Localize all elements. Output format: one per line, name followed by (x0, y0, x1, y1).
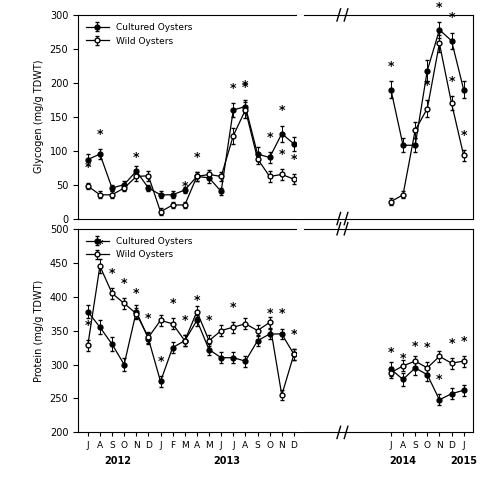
Text: *: * (436, 0, 443, 13)
Y-axis label: Protein (mg/g TDWT): Protein (mg/g TDWT) (34, 279, 44, 382)
Text: 2015: 2015 (450, 456, 477, 466)
Text: *: * (194, 294, 200, 307)
Text: *: * (279, 104, 285, 117)
Text: *: * (194, 151, 200, 164)
Text: 2012: 2012 (104, 456, 132, 466)
Text: *: * (460, 129, 467, 142)
Text: *: * (448, 75, 455, 88)
Text: *: * (157, 355, 164, 368)
Text: *: * (230, 301, 237, 314)
Text: *: * (97, 238, 103, 251)
Text: *: * (424, 80, 430, 92)
Text: *: * (279, 307, 285, 321)
Text: *: * (169, 297, 176, 310)
Text: *: * (387, 60, 394, 73)
Text: *: * (266, 131, 273, 144)
Text: *: * (400, 351, 407, 364)
Y-axis label: Glycogen (mg/g TDWT): Glycogen (mg/g TDWT) (34, 60, 44, 173)
Text: *: * (279, 148, 285, 161)
Text: *: * (448, 11, 455, 24)
Text: *: * (182, 180, 188, 193)
Text: *: * (84, 162, 91, 174)
Text: *: * (242, 79, 249, 91)
Text: *: * (412, 340, 418, 353)
Text: *: * (387, 346, 394, 359)
Text: *: * (424, 341, 430, 354)
Text: *: * (291, 153, 297, 166)
Legend: Cultured Oysters, Wild Oysters: Cultured Oysters, Wild Oysters (82, 233, 196, 263)
Text: *: * (145, 312, 152, 325)
Text: *: * (121, 277, 127, 290)
Text: *: * (291, 328, 297, 341)
Text: 2013: 2013 (214, 456, 241, 466)
Text: *: * (460, 334, 467, 347)
Text: *: * (206, 314, 212, 327)
Text: *: * (133, 287, 140, 300)
Text: 2014: 2014 (389, 456, 417, 466)
Legend: Cultured Oysters, Wild Oysters: Cultured Oysters, Wild Oysters (82, 19, 196, 49)
Text: *: * (97, 128, 103, 141)
Text: *: * (448, 336, 455, 349)
Text: *: * (242, 81, 249, 93)
Text: *: * (109, 267, 115, 280)
Text: *: * (266, 307, 273, 321)
Text: *: * (133, 151, 140, 164)
Text: *: * (230, 82, 237, 95)
Text: *: * (436, 373, 443, 386)
Text: *: * (84, 319, 91, 332)
Text: *: * (182, 314, 188, 327)
